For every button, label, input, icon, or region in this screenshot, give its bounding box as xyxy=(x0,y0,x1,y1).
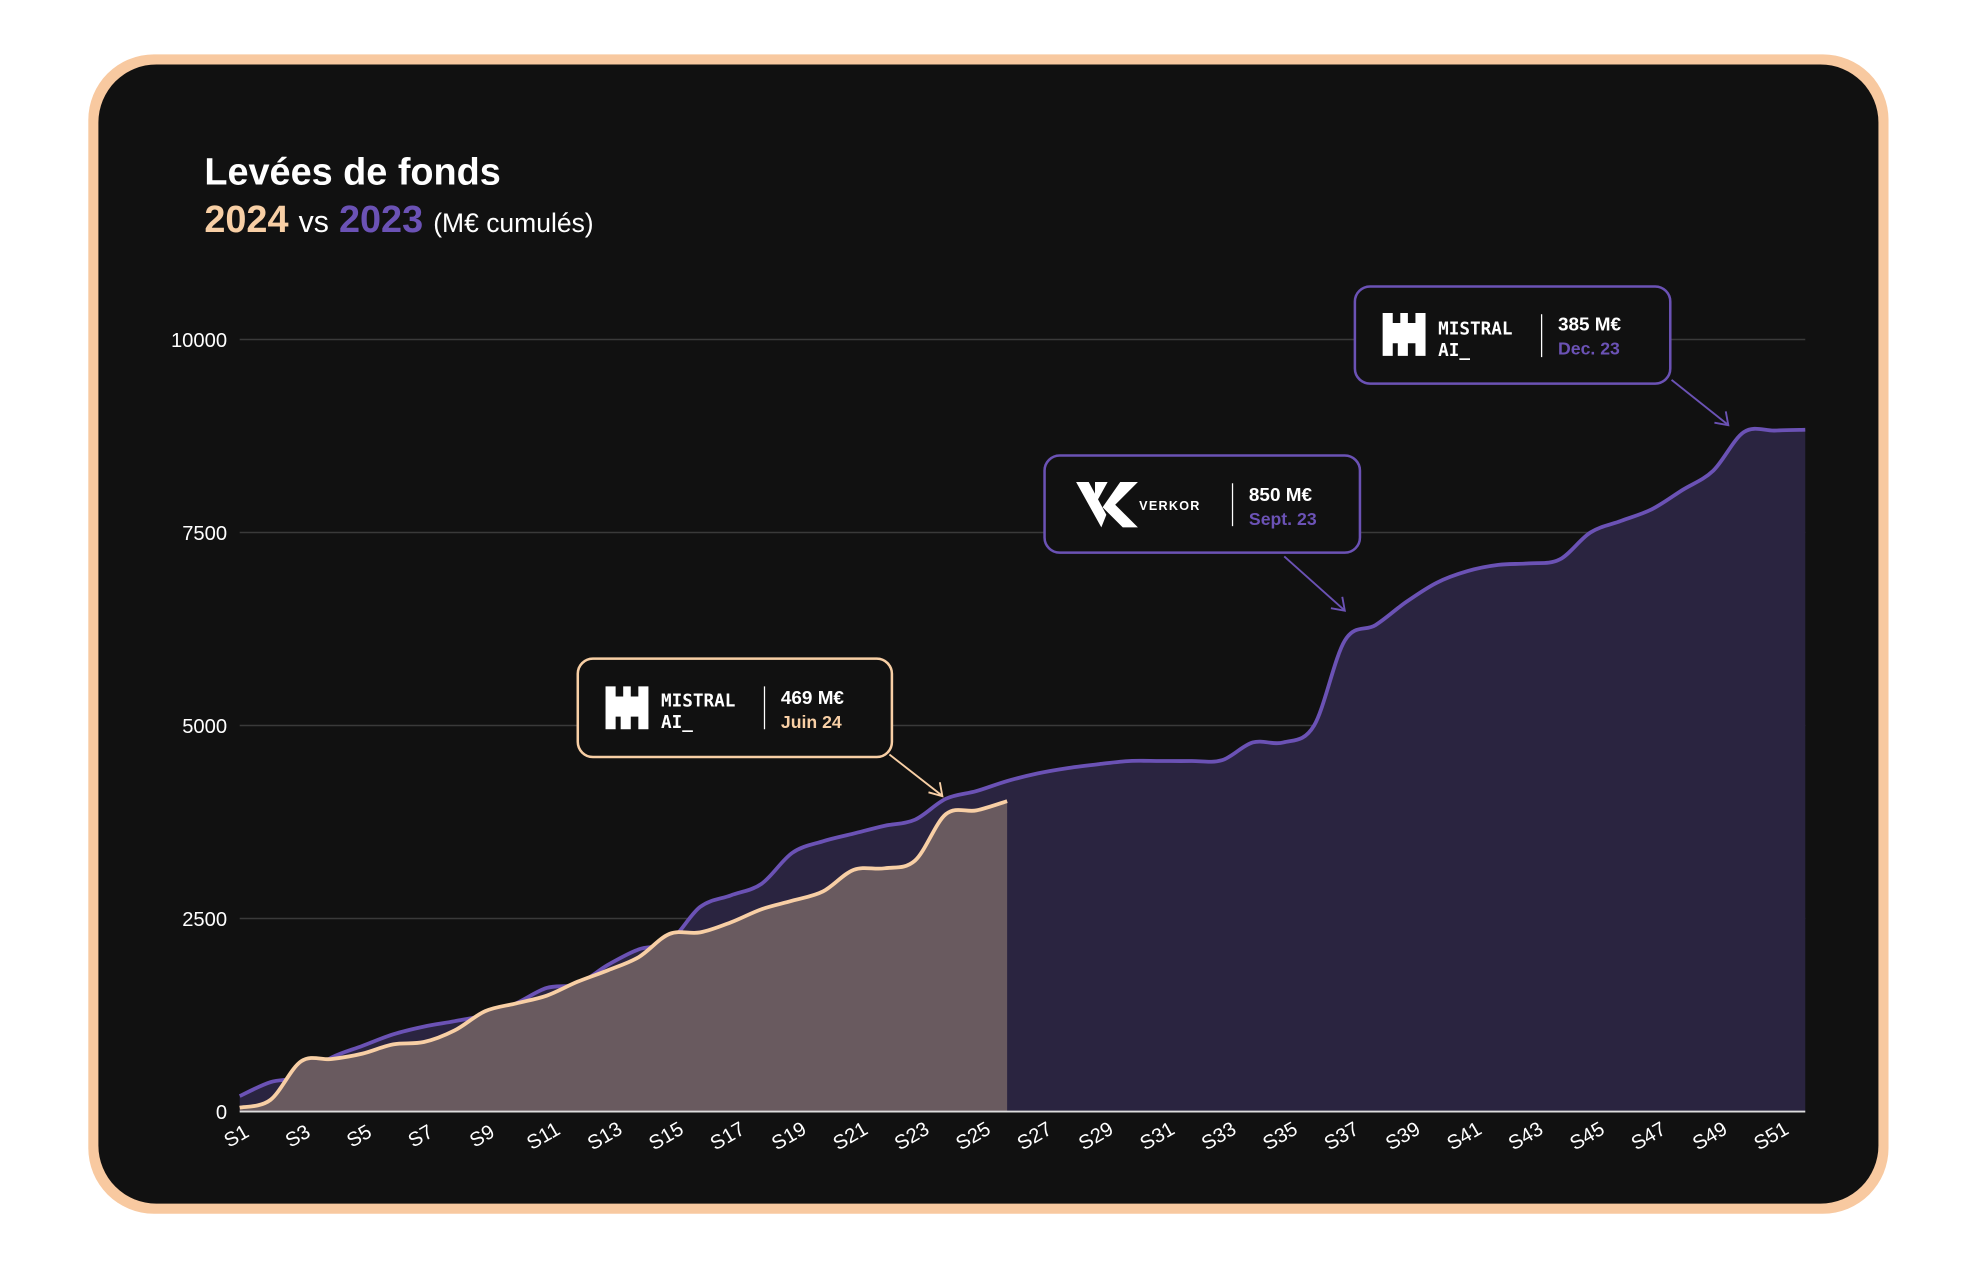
y-tick-label: 7500 xyxy=(182,523,227,545)
callout-box xyxy=(1353,285,1672,385)
callout: MISTRAL AI_ 469 M€ Juin 24 xyxy=(576,657,944,798)
y-tick-label: 0 xyxy=(216,1102,227,1124)
date: Juin 24 xyxy=(781,712,842,732)
amount: 850 M€ xyxy=(1249,485,1313,506)
line xyxy=(239,799,1008,1110)
logo-text: AI_ xyxy=(661,713,693,733)
arrow-head xyxy=(1330,596,1346,612)
chart-subtitle: 2024 vs 2023 (M€ cumulés) xyxy=(204,199,593,241)
callout-box xyxy=(576,657,894,759)
mistral-logo xyxy=(605,686,649,730)
callout-arrow xyxy=(1670,379,1728,425)
y-tick-label: 10000 xyxy=(171,330,227,352)
date: Dec. 23 xyxy=(1558,339,1620,359)
callout-arrow xyxy=(1283,555,1345,611)
chart-title: Levées de fonds xyxy=(204,151,500,193)
logo-text: VERKOR xyxy=(1139,499,1201,513)
verkor-logo xyxy=(1076,482,1138,528)
callout-box xyxy=(1043,454,1362,554)
logo-text: MISTRAL xyxy=(1438,319,1512,339)
arrow-head xyxy=(928,782,944,798)
callout-arrow xyxy=(888,753,942,796)
logo-text: MISTRAL xyxy=(661,692,735,712)
area xyxy=(239,428,1806,1112)
date: Sept. 23 xyxy=(1249,509,1317,529)
y-tick-label: 2500 xyxy=(182,909,227,931)
mistral-logo xyxy=(1382,312,1426,356)
unit: (M€ cumulés) xyxy=(433,208,593,238)
year-a: 2024 xyxy=(204,199,288,241)
callout: MISTRAL AI_ 385 M€ Dec. 23 xyxy=(1353,285,1730,427)
logo-text: AI_ xyxy=(1438,341,1470,361)
vs: vs xyxy=(299,206,329,239)
year-b: 2023 xyxy=(339,199,423,241)
y-tick-label: 5000 xyxy=(182,716,227,738)
amount: 469 M€ xyxy=(781,688,845,709)
arrow-head xyxy=(1714,411,1730,427)
amount: 385 M€ xyxy=(1558,315,1622,336)
callout: VERKOR 850 M€ Sept. 23 xyxy=(1043,454,1362,612)
area xyxy=(239,801,1008,1112)
